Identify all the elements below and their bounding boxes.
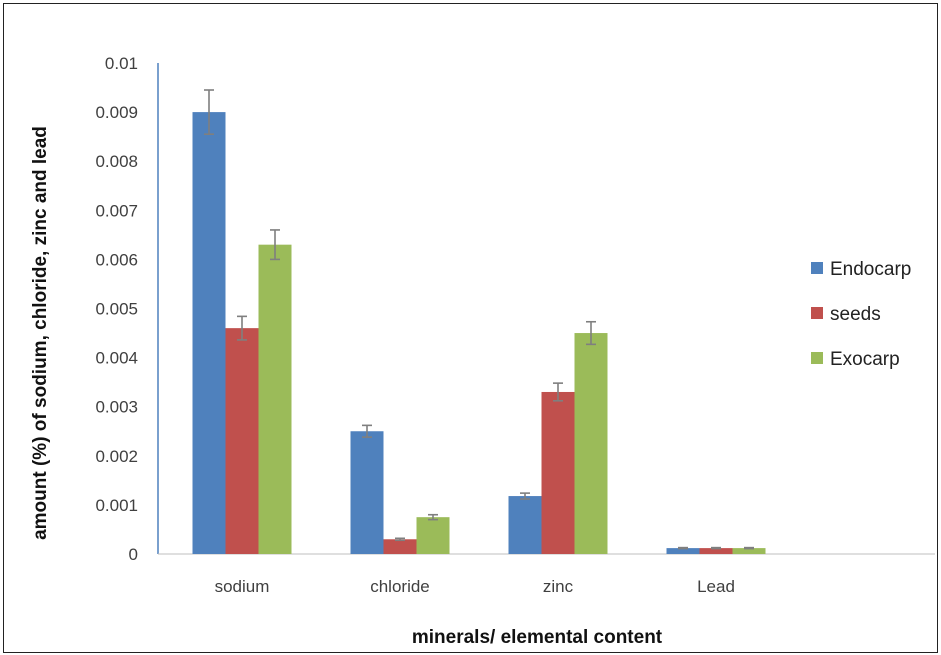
- bar-exocarp-zinc: [574, 333, 608, 554]
- category-label-zinc: zinc: [543, 577, 574, 596]
- y-axis-title: amount (%) of sodium, chloride, zinc and…: [30, 126, 51, 540]
- category-labels: sodium chloride zinc Lead: [215, 577, 735, 596]
- y-tick-label: 0.001: [95, 496, 138, 515]
- bar-exocarp-chloride: [416, 517, 450, 554]
- bar-seeds-chloride: [383, 539, 417, 554]
- error-bar-endocarp-sodium: [204, 89, 214, 135]
- legend-swatch-seeds: [811, 307, 823, 319]
- legend: Endocarp seeds Exocarp: [811, 259, 911, 370]
- error-bar-exocarp-chloride: [428, 513, 438, 521]
- bar-seeds-lead: [699, 548, 733, 554]
- y-tick-label: 0.009: [95, 103, 138, 122]
- bar-endocarp-chloride: [350, 431, 384, 554]
- bar-exocarp-sodium: [258, 244, 292, 555]
- error-bar-exocarp-sodium: [270, 229, 280, 261]
- error-bar-endocarp-lead: [678, 546, 688, 550]
- y-tick-label: 0.01: [105, 54, 138, 73]
- bar-endocarp-zinc: [508, 496, 542, 554]
- legend-swatch-endocarp: [811, 262, 823, 274]
- y-tick-label: 0: [129, 545, 138, 564]
- legend-label-exocarp: Exocarp: [830, 349, 900, 370]
- bars: [192, 112, 766, 555]
- category-label-sodium: sodium: [215, 577, 270, 596]
- category-label-chloride: chloride: [370, 577, 430, 596]
- error-bar-seeds-sodium: [237, 315, 247, 341]
- category-label-lead: Lead: [697, 577, 735, 596]
- error-bar-seeds-zinc: [553, 382, 563, 402]
- error-bar-endocarp-chloride: [362, 424, 372, 438]
- error-bar-seeds-chloride: [395, 537, 405, 542]
- error-bar-seeds-lead: [711, 546, 721, 550]
- error-bar-endocarp-zinc: [520, 492, 530, 500]
- legend-label-seeds: seeds: [830, 304, 881, 325]
- y-tick-label: 0.002: [95, 447, 138, 466]
- error-bars: [204, 89, 754, 550]
- bar-seeds-zinc: [541, 391, 575, 554]
- bar-endocarp-lead: [666, 548, 700, 554]
- y-tick-label: 0.007: [95, 201, 138, 220]
- bar-endocarp-sodium: [192, 112, 226, 554]
- y-axis-ticks: 0 0.001 0.002 0.003 0.004 0.005 0.006 0.007 0.00…: [95, 54, 138, 564]
- y-tick-label: 0.006: [95, 250, 138, 269]
- legend-label-endocarp: Endocarp: [830, 259, 911, 280]
- y-tick-label: 0.005: [95, 300, 138, 319]
- y-tick-label: 0.004: [95, 349, 138, 368]
- y-tick-label: 0.003: [95, 398, 138, 417]
- bar-exocarp-lead: [732, 548, 766, 554]
- chart-frame: [3, 3, 938, 653]
- error-bar-exocarp-zinc: [586, 320, 596, 346]
- x-axis-title: minerals/ elemental content: [412, 627, 663, 648]
- y-tick-label: 0.008: [95, 152, 138, 171]
- legend-swatch-exocarp: [811, 352, 823, 364]
- error-bar-exocarp-lead: [744, 546, 754, 550]
- bar-seeds-sodium: [225, 328, 259, 554]
